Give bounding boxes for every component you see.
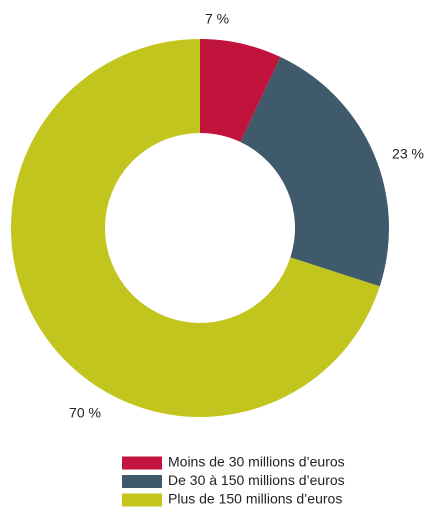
legend-swatch <box>122 456 162 470</box>
legend-swatch <box>122 475 162 488</box>
donut-slice <box>200 39 281 143</box>
legend-label: Moins de 30 millions d’euros <box>168 454 345 470</box>
data-label: 7 % <box>205 11 229 27</box>
legend-swatch <box>122 493 162 507</box>
donut-slice <box>240 56 390 287</box>
donut-slice <box>11 38 380 417</box>
data-label: 70 % <box>69 405 101 421</box>
legend-label: De 30 à 150 millions d’euros <box>168 472 345 488</box>
data-label: 23 % <box>392 146 424 162</box>
legend-label: Plus de 150 millions d’euros <box>168 491 342 507</box>
